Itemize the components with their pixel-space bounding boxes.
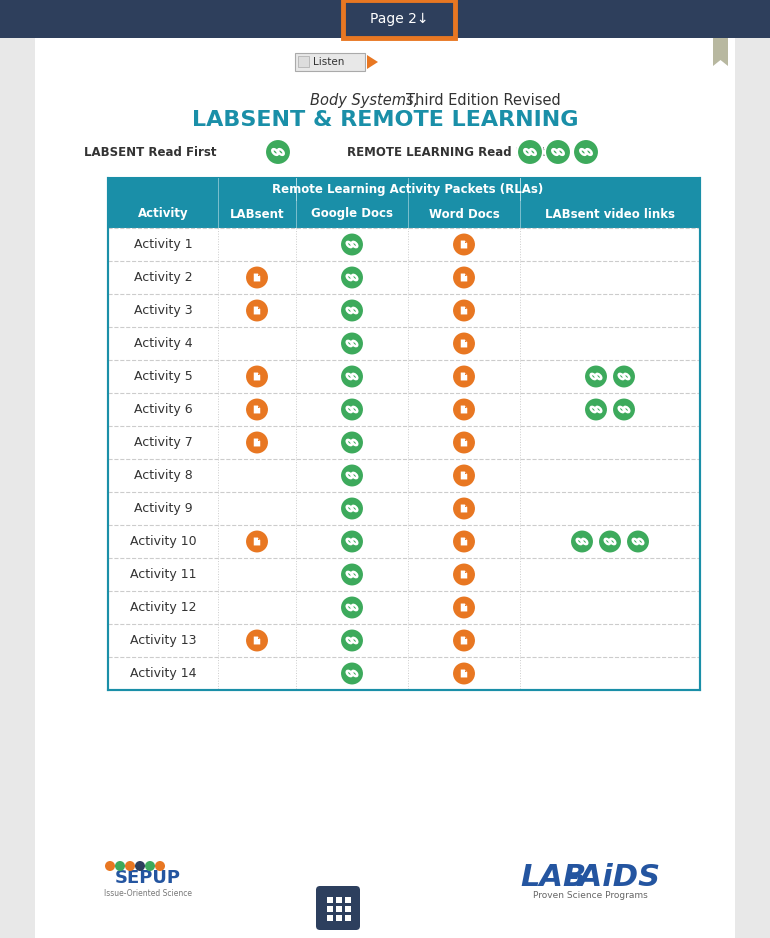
FancyBboxPatch shape	[35, 38, 735, 938]
Circle shape	[612, 398, 636, 421]
Circle shape	[340, 463, 364, 488]
Circle shape	[452, 496, 476, 521]
Circle shape	[340, 496, 364, 521]
Circle shape	[245, 529, 269, 553]
Polygon shape	[460, 505, 467, 512]
Circle shape	[584, 398, 608, 421]
Polygon shape	[460, 670, 467, 677]
Polygon shape	[254, 274, 260, 281]
Circle shape	[340, 529, 364, 553]
Circle shape	[340, 233, 364, 256]
Polygon shape	[460, 537, 467, 546]
Circle shape	[340, 596, 364, 619]
Text: Activity 10: Activity 10	[129, 535, 196, 548]
Circle shape	[340, 398, 364, 421]
Polygon shape	[367, 55, 378, 69]
Circle shape	[570, 529, 594, 553]
Circle shape	[340, 431, 364, 455]
Text: Page 2↓: Page 2↓	[370, 12, 428, 26]
Text: LABSENT & REMOTE LEARNING: LABSENT & REMOTE LEARNING	[192, 110, 578, 130]
Circle shape	[245, 265, 269, 290]
Text: LABSENT Read First: LABSENT Read First	[84, 145, 216, 159]
Polygon shape	[254, 307, 260, 314]
Polygon shape	[465, 240, 467, 243]
Polygon shape	[465, 340, 467, 342]
Circle shape	[340, 298, 364, 323]
Text: Activity 5: Activity 5	[134, 370, 192, 383]
Circle shape	[265, 139, 291, 165]
Polygon shape	[254, 439, 260, 446]
Polygon shape	[465, 670, 467, 672]
FancyBboxPatch shape	[345, 897, 351, 903]
Circle shape	[340, 563, 364, 586]
Polygon shape	[465, 439, 467, 441]
Circle shape	[105, 861, 115, 871]
Circle shape	[245, 431, 269, 455]
Circle shape	[452, 298, 476, 323]
Text: Activity 13: Activity 13	[130, 634, 196, 647]
FancyBboxPatch shape	[108, 178, 700, 690]
Polygon shape	[460, 372, 467, 381]
Circle shape	[452, 563, 476, 586]
Text: Activity 4: Activity 4	[134, 337, 192, 350]
Circle shape	[626, 529, 650, 553]
FancyBboxPatch shape	[108, 200, 700, 228]
Circle shape	[584, 365, 608, 388]
Polygon shape	[460, 340, 467, 347]
Circle shape	[598, 529, 622, 553]
Circle shape	[115, 861, 125, 871]
Text: Activity 2: Activity 2	[134, 271, 192, 284]
FancyBboxPatch shape	[298, 56, 309, 67]
Polygon shape	[258, 439, 260, 441]
Circle shape	[452, 529, 476, 553]
Polygon shape	[258, 637, 260, 639]
Polygon shape	[460, 274, 467, 281]
Polygon shape	[258, 537, 260, 540]
Circle shape	[612, 365, 636, 388]
Circle shape	[340, 265, 364, 290]
Polygon shape	[258, 372, 260, 375]
FancyBboxPatch shape	[295, 53, 365, 71]
Text: Activity 6: Activity 6	[134, 403, 192, 416]
Circle shape	[135, 861, 145, 871]
Text: LABsent video links: LABsent video links	[545, 207, 675, 220]
Circle shape	[452, 331, 476, 356]
FancyBboxPatch shape	[343, 0, 455, 38]
Circle shape	[452, 628, 476, 653]
Polygon shape	[460, 637, 467, 644]
Circle shape	[452, 233, 476, 256]
FancyBboxPatch shape	[316, 886, 360, 930]
Text: Activity: Activity	[138, 207, 189, 220]
Circle shape	[452, 463, 476, 488]
Polygon shape	[460, 603, 467, 612]
Text: Activity 7: Activity 7	[134, 436, 192, 449]
Text: LAB: LAB	[520, 864, 586, 892]
Text: Activity 14: Activity 14	[130, 667, 196, 680]
Text: Activity 8: Activity 8	[134, 469, 192, 482]
Circle shape	[340, 331, 364, 356]
Circle shape	[545, 139, 571, 165]
Text: Remote Learning Activity Packets (RLAs): Remote Learning Activity Packets (RLAs)	[273, 183, 544, 195]
Polygon shape	[460, 570, 467, 579]
Text: Issue-Oriented Science: Issue-Oriented Science	[104, 888, 192, 898]
FancyBboxPatch shape	[327, 915, 333, 921]
Polygon shape	[465, 307, 467, 309]
Text: Listen: Listen	[313, 57, 344, 67]
Text: LABsent: LABsent	[229, 207, 284, 220]
Polygon shape	[460, 240, 467, 249]
Text: SEPUP: SEPUP	[115, 869, 181, 887]
Circle shape	[125, 861, 135, 871]
Polygon shape	[465, 505, 467, 507]
Circle shape	[452, 661, 476, 686]
Polygon shape	[254, 537, 260, 546]
FancyBboxPatch shape	[327, 906, 333, 912]
Circle shape	[340, 628, 364, 653]
FancyBboxPatch shape	[345, 915, 351, 921]
Polygon shape	[465, 570, 467, 573]
Circle shape	[145, 861, 155, 871]
Circle shape	[245, 628, 269, 653]
Circle shape	[452, 596, 476, 619]
FancyBboxPatch shape	[0, 0, 770, 38]
Text: Proven Science Programs: Proven Science Programs	[533, 891, 648, 900]
